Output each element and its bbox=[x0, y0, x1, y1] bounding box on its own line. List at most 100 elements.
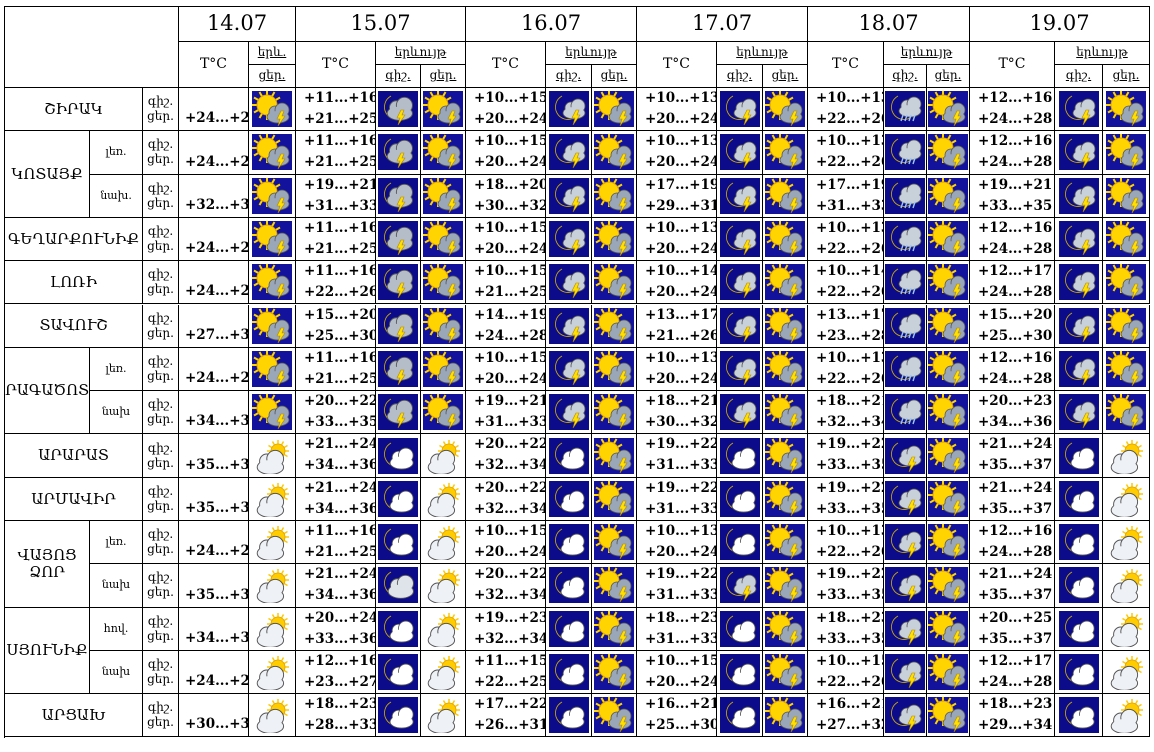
weather-icon-cell bbox=[249, 694, 296, 738]
night-temperature: +10...+15 bbox=[645, 652, 717, 669]
sun-cloud-icon bbox=[423, 697, 463, 734]
night-icon-cell bbox=[884, 607, 927, 651]
day-temperature: +26...+31 bbox=[474, 717, 546, 734]
sun-cloud-storm-icon bbox=[252, 177, 292, 214]
day-icon-cell bbox=[592, 564, 637, 608]
day-temperature: +24...+28 bbox=[978, 284, 1053, 301]
night-label: գիշ. bbox=[147, 700, 174, 715]
night-icon-cell bbox=[1055, 607, 1103, 651]
night-temperature: +18...+21 bbox=[645, 393, 717, 410]
night-icon-cell bbox=[376, 347, 421, 392]
temperature-cell: +12...+16 +24...+28 bbox=[970, 217, 1055, 262]
moon-cloud-icon bbox=[378, 610, 418, 647]
day-temperature: +21...+25 bbox=[304, 111, 376, 127]
temperature-cell: +10...+13 +20...+24 bbox=[637, 217, 717, 262]
temperature-cell: +17...+22 +26...+31 bbox=[466, 694, 546, 738]
moon-cloud-rain-icon bbox=[885, 264, 925, 301]
night-temperature: +10...+15 bbox=[474, 219, 546, 236]
sun-cloud-storm-icon bbox=[1106, 134, 1146, 171]
moon-cloud-icon bbox=[378, 480, 418, 517]
moon-cloud-icon bbox=[1058, 480, 1099, 517]
day-icon-cell bbox=[421, 650, 466, 695]
temperature-cell: +24...+28 bbox=[179, 261, 249, 305]
day-label: ցեր. bbox=[147, 239, 174, 254]
region-name: ԼՈՌԻ bbox=[5, 261, 143, 305]
day-icon-cell bbox=[763, 174, 808, 218]
day-icon-cell bbox=[763, 88, 808, 132]
day-icon-cell bbox=[421, 521, 466, 565]
region-name: ԳԵՂԱՐՔՈՒՆԻՔ bbox=[5, 217, 143, 262]
temperature-cell: +10...+13 +20...+24 bbox=[637, 347, 717, 392]
sun-cloud-storm-icon bbox=[928, 480, 968, 517]
sun-cloud-storm-icon bbox=[1106, 91, 1146, 128]
moon-cloud-icon bbox=[719, 437, 760, 474]
moon-cloud-storm-icon bbox=[885, 524, 925, 561]
night-icon-cell bbox=[717, 564, 763, 608]
day-temperature: +20...+24 bbox=[474, 240, 546, 257]
night-icon-cell bbox=[376, 261, 421, 305]
temperature-cell: +35...+37 bbox=[179, 564, 249, 608]
day-temperature: +20...+24 bbox=[474, 154, 546, 171]
day-icon-cell bbox=[763, 607, 808, 651]
day-icon-cell bbox=[1103, 650, 1150, 695]
day-temperature: +21...+25 bbox=[474, 284, 546, 301]
night-temperature: +17...+19 bbox=[816, 176, 884, 193]
night-label: գիշ. bbox=[147, 224, 174, 239]
night-day-label: գիշ. ցեր. bbox=[143, 521, 179, 565]
day-temperature: +30...+34 bbox=[185, 716, 249, 733]
night-temperature: +10...+15 bbox=[474, 133, 546, 150]
day-icon-cell bbox=[927, 477, 970, 521]
temperature-cell: +21...+24 +34...+36 bbox=[296, 477, 376, 521]
temperature-cell: +13...+17 +23...+28 bbox=[808, 304, 884, 348]
temperature-cell: +34...+36 bbox=[179, 391, 249, 435]
temperature-cell: +10...+13 +20...+24 bbox=[637, 131, 717, 175]
night-temperature: +12...+16 bbox=[978, 90, 1053, 106]
sun-cloud-storm-icon bbox=[594, 697, 634, 734]
night-temperature: +19...+21 bbox=[978, 176, 1053, 193]
temperature-cell: +10...+14 +20...+24 bbox=[637, 261, 717, 305]
sun-cloud-storm-icon bbox=[928, 350, 968, 387]
night-icon-cell bbox=[546, 304, 592, 348]
weather-icon-cell bbox=[249, 607, 296, 651]
day-icon-cell bbox=[763, 347, 808, 392]
day-temperature: +21...+25 bbox=[304, 154, 376, 171]
moon-cloud-rain-icon bbox=[885, 350, 925, 387]
night-icon-cell bbox=[376, 694, 421, 738]
night-temperature: +12...+17 bbox=[978, 263, 1053, 280]
day-icon-cell bbox=[592, 391, 637, 435]
day-icon-cell bbox=[592, 477, 637, 521]
sun-cloud-storm-icon bbox=[928, 307, 968, 344]
sun-cloud-icon bbox=[423, 654, 463, 691]
day-icon-cell bbox=[421, 217, 466, 262]
night-icon-cell bbox=[546, 217, 592, 262]
sun-cloud-storm-icon bbox=[765, 437, 805, 474]
date-header: 17.07 bbox=[637, 7, 808, 42]
night-temperature: +15...+20 bbox=[304, 306, 376, 323]
temperature-cell: +18...+21 +32...+34 bbox=[808, 391, 884, 435]
temperature-cell: +11...+15 +22...+25 bbox=[466, 650, 546, 695]
sun-cloud-storm-icon bbox=[423, 177, 463, 214]
night-icon-cell bbox=[376, 650, 421, 695]
day-temperature: +20...+24 bbox=[645, 673, 717, 690]
night-day-label: գիշ. ցեր. bbox=[143, 607, 179, 651]
date-header: 14.07 bbox=[179, 7, 296, 42]
night-temperature: +10...+13 bbox=[645, 219, 717, 236]
sun-cloud-storm-icon bbox=[423, 394, 463, 431]
night-day-label: գիշ. ցեր. bbox=[143, 304, 179, 348]
day-label: ցեր. bbox=[147, 282, 174, 297]
day-icon-cell bbox=[763, 521, 808, 565]
night-icon-cell bbox=[1055, 261, 1103, 305]
day-temperature: +35...+37 bbox=[978, 630, 1053, 647]
sun-cloud-storm-icon bbox=[765, 307, 805, 344]
cloud-storm-icon bbox=[378, 91, 418, 128]
day-icon-cell bbox=[927, 521, 970, 565]
night-temperature: +10...+14 bbox=[645, 263, 717, 280]
day-label: ցեր. bbox=[147, 455, 174, 470]
temperature-cell: +24...+28 bbox=[179, 650, 249, 695]
temperature-cell: +19...+22 +33...+35 bbox=[808, 477, 884, 521]
night-label: գիշ. bbox=[147, 613, 174, 628]
day-temperature: +30...+32 bbox=[645, 414, 717, 431]
day-icon-cell bbox=[927, 434, 970, 478]
region-name: ՇԻՐԱԿ bbox=[5, 88, 143, 132]
moon-cloud-rain-icon bbox=[885, 394, 925, 431]
